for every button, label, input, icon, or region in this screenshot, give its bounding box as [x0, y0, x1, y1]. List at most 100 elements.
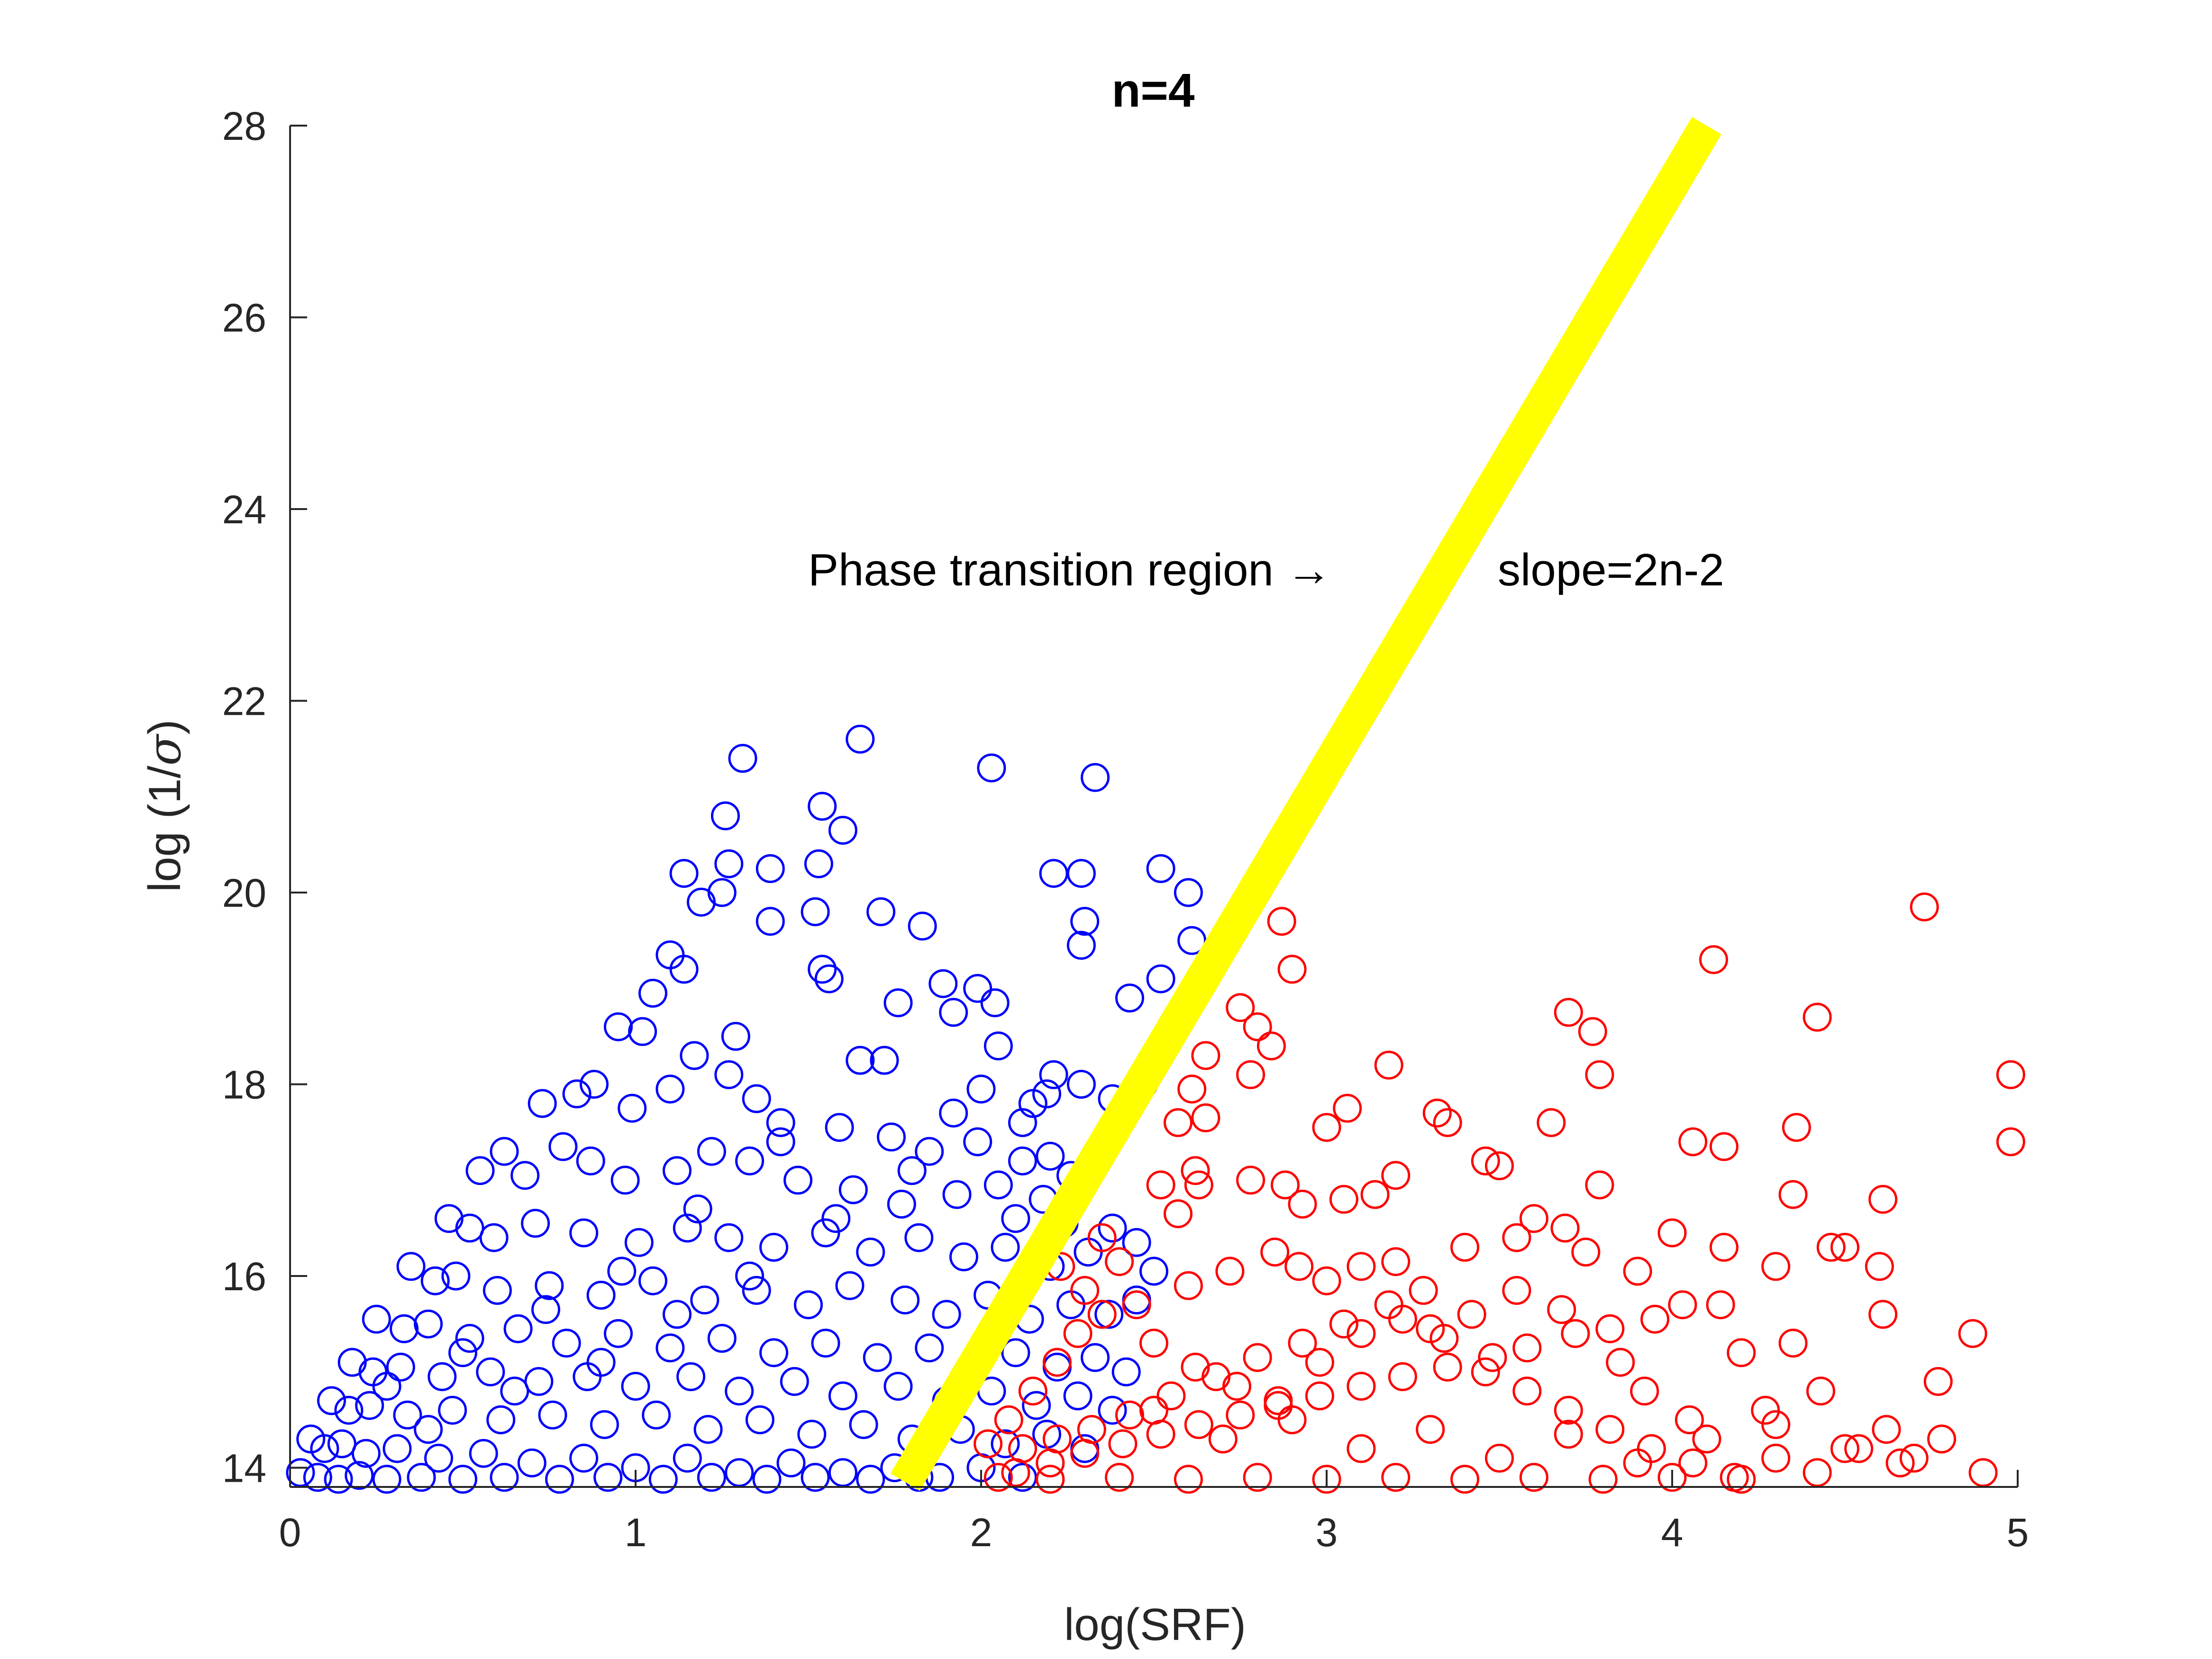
data-point: [1778, 1180, 1808, 1209]
data-point: [1098, 1395, 1127, 1425]
data-point: [1264, 1386, 1293, 1415]
data-point: [1066, 930, 1096, 960]
y-axis-label-end: ): [139, 720, 190, 735]
data-point: [1457, 1300, 1486, 1329]
data-point: [1761, 1443, 1791, 1473]
data-point: [334, 1395, 364, 1425]
data-point: [1923, 1367, 1953, 1396]
data-point: [846, 1046, 875, 1075]
data-point: [949, 1242, 978, 1272]
data-point: [1164, 1108, 1192, 1137]
data-point: [531, 1295, 560, 1324]
data-point: [1554, 1420, 1583, 1449]
data-point: [548, 1132, 578, 1161]
data-point: [1678, 1127, 1708, 1157]
data-point: [324, 1465, 353, 1494]
data-point: [752, 1465, 782, 1494]
data-point: [1699, 945, 1728, 975]
data-point: [1450, 1465, 1480, 1494]
data-point: [610, 1166, 640, 1195]
data-point: [759, 1338, 789, 1367]
data-point: [1806, 1376, 1835, 1406]
data-point: [1512, 1376, 1542, 1406]
data-point: [714, 1060, 744, 1089]
data-point: [465, 1156, 495, 1185]
data-point: [1485, 1151, 1514, 1180]
data-point: [908, 912, 937, 941]
data-point: [1868, 1185, 1898, 1214]
y-tick-label: 26: [222, 296, 266, 340]
data-point: [1675, 1405, 1704, 1434]
data-point: [1105, 1247, 1134, 1276]
data-point: [621, 1372, 650, 1401]
data-point: [386, 1352, 415, 1382]
data-point: [310, 1434, 339, 1463]
data-point: [1174, 1465, 1203, 1494]
data-point: [355, 1391, 384, 1420]
data-point: [1360, 1180, 1390, 1209]
data-point: [977, 753, 1006, 783]
data-point: [1657, 1218, 1687, 1248]
data-point: [1066, 1070, 1096, 1099]
data-point: [721, 1021, 750, 1051]
data-point: [1156, 1381, 1186, 1411]
data-point: [1305, 1348, 1334, 1377]
data-point: [904, 1223, 934, 1252]
data-point: [1512, 1333, 1542, 1363]
data-point: [1122, 1228, 1151, 1257]
axes-layer: 0 1 2 3 4 5 14 16 18 20 22 24 26 28: [222, 104, 2029, 1555]
data-point: [655, 1075, 685, 1104]
data-point: [1312, 1465, 1341, 1494]
data-point: [1277, 1405, 1307, 1434]
data-point: [1087, 1223, 1117, 1252]
data-point: [655, 940, 685, 969]
data-point: [828, 1381, 857, 1411]
data-point: [396, 1252, 426, 1281]
data-point: [1329, 1185, 1358, 1214]
data-point: [573, 1362, 602, 1391]
data-point: [517, 1448, 546, 1477]
data-point: [1243, 1343, 1272, 1372]
data-point: [1381, 1247, 1411, 1276]
data-point: [545, 1465, 574, 1494]
series-1: [974, 892, 2025, 1494]
data-point: [618, 1094, 647, 1123]
data-point: [1561, 1319, 1590, 1348]
data-point: [1039, 859, 1068, 888]
data-point: [1706, 1290, 1735, 1320]
data-point: [407, 1463, 436, 1492]
data-point: [500, 1376, 529, 1406]
data-point: [728, 744, 757, 773]
data-point: [414, 1415, 443, 1444]
data-point: [1595, 1314, 1625, 1343]
data-point: [1433, 1352, 1462, 1382]
data-point: [1623, 1448, 1652, 1477]
data-point: [1692, 1424, 1721, 1454]
data-point: [697, 1137, 726, 1166]
data-point: [1388, 1362, 1417, 1391]
data-point: [1830, 1434, 1859, 1463]
data-point: [1174, 878, 1203, 907]
data-point: [994, 1405, 1023, 1434]
data-point: [980, 988, 1010, 1018]
data-point: [1606, 1348, 1635, 1377]
data-point: [1830, 1232, 1859, 1262]
data-point: [1585, 1170, 1614, 1200]
data-point: [856, 1465, 885, 1494]
line-layer: [890, 117, 1721, 1491]
data-point: [562, 1079, 592, 1109]
data-point: [714, 849, 744, 878]
y-tick-label: 24: [222, 487, 266, 532]
data-point: [974, 1429, 1003, 1458]
data-point: [1070, 907, 1100, 936]
data-point: [1910, 892, 1939, 921]
data-point: [707, 878, 737, 907]
data-point: [1146, 964, 1175, 994]
data-point: [863, 1343, 892, 1372]
y-axis-label-main: log (1/: [139, 766, 190, 892]
data-point: [797, 1420, 827, 1449]
data-point: [1578, 1017, 1607, 1046]
data-point: [1347, 1434, 1376, 1463]
data-point: [870, 1046, 899, 1075]
